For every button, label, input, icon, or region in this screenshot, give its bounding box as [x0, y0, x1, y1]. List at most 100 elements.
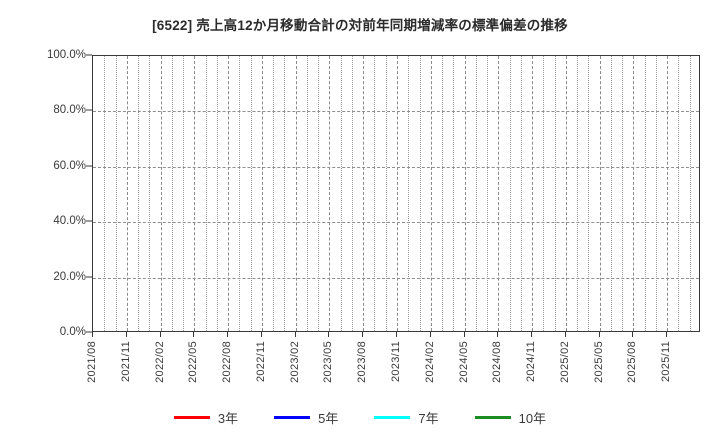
x-axis-tick-label: 2025/11 [660, 341, 673, 383]
gridline-vertical-minor [509, 56, 511, 331]
legend-item[interactable]: 7年 [374, 408, 439, 427]
y-axis-tick-label: 0.0% [59, 326, 86, 338]
gridline-vertical-major [160, 56, 162, 331]
x-axis-tick-mark [362, 332, 364, 337]
x-axis-tick-mark [260, 332, 262, 337]
x-axis-tick-label: 2023/02 [288, 341, 301, 383]
gridline-vertical-major [228, 56, 230, 331]
gridline-vertical-major [363, 56, 365, 331]
gridline-vertical-major [329, 56, 331, 331]
x-axis-tick-label: 2021/11 [119, 341, 132, 383]
gridline-vertical-minor [543, 56, 545, 331]
gridline-vertical-major [295, 56, 297, 331]
gridline-vertical-minor [385, 56, 387, 331]
x-axis-tick-mark [497, 332, 499, 337]
x-axis-tick-label: 2023/08 [356, 341, 369, 383]
gridline-vertical-minor [374, 56, 376, 331]
x-axis-tick-mark [125, 332, 127, 337]
gridline-vertical-minor [306, 56, 308, 331]
gridline-vertical-minor [284, 56, 286, 331]
gridline-vertical-minor [644, 56, 646, 331]
x-axis-tick-mark [396, 332, 397, 337]
gridline-vertical-minor [655, 56, 657, 331]
x-axis-tick-label: 2023/05 [322, 341, 335, 383]
gridline-vertical-minor [171, 56, 173, 331]
gridline-vertical-minor [419, 56, 421, 331]
gridline-horizontal [93, 277, 699, 279]
legend-item-label: 7年 [418, 411, 439, 426]
x-axis-tick-label: 2024/02 [423, 341, 436, 383]
gridline-vertical-minor [205, 56, 207, 331]
gridline-vertical-minor [689, 56, 691, 331]
legend-line-swatch [474, 416, 511, 419]
gridline-vertical-major [599, 56, 601, 331]
gridline-vertical-minor [554, 56, 556, 331]
gridline-vertical-major [464, 56, 466, 331]
y-axis-tick-label: 60.0% [53, 159, 86, 172]
gridline-vertical-minor [149, 56, 151, 331]
y-axis-tick-label: 40.0% [53, 215, 86, 228]
y-axis-tick-label: 80.0% [53, 104, 86, 117]
gridline-vertical-minor [183, 56, 185, 331]
vertical-gridlines [93, 56, 699, 331]
x-axis-tick-mark [531, 332, 533, 337]
legend-line-swatch [173, 416, 210, 419]
legend-item[interactable]: 5年 [274, 408, 338, 427]
x-axis-tick-mark [666, 332, 668, 337]
x-axis-tick-mark [294, 332, 296, 337]
gridline-vertical-major [261, 56, 263, 331]
x-axis-tick-label: 2024/08 [491, 341, 504, 383]
gridline-vertical-minor [453, 56, 455, 331]
gridline-vertical-minor [216, 56, 218, 331]
gridline-vertical-major [667, 56, 669, 331]
x-axis-tick-label: 2023/11 [390, 341, 402, 383]
gridline-vertical-major [633, 56, 635, 331]
legend-item-label: 3年 [217, 411, 239, 426]
gridline-vertical-minor [622, 56, 624, 331]
gridline-vertical-major [430, 56, 432, 331]
y-axis-tick-label: 20.0% [53, 270, 86, 283]
horizontal-gridlines [93, 56, 699, 331]
x-axis-tick-mark [193, 332, 195, 337]
gridline-vertical-minor [273, 56, 275, 331]
gridline-vertical-minor [351, 56, 353, 331]
x-axis-tick-mark [429, 332, 431, 337]
x-axis-tick-mark [564, 332, 566, 337]
x-axis-tick-mark [632, 332, 634, 337]
x-axis-tick-label: 2025/02 [558, 341, 571, 383]
gridline-vertical-major [194, 56, 196, 331]
x-axis-tick-label: 2022/11 [254, 341, 267, 383]
gridline-vertical-minor [250, 56, 252, 331]
plot-area [92, 55, 700, 332]
x-axis-tick-label: 2022/08 [221, 341, 234, 383]
x-axis-tick-mark [598, 332, 600, 337]
gridline-vertical-major [397, 56, 398, 331]
gridline-vertical-minor [588, 56, 590, 331]
gridline-vertical-minor [610, 56, 612, 331]
gridline-vertical-major [498, 56, 500, 331]
x-axis-tick-label: 2025/08 [626, 341, 639, 383]
gridline-vertical-major [532, 56, 534, 331]
gridline-vertical-minor [442, 56, 444, 331]
x-axis-tick-mark [159, 332, 161, 337]
y-axis-tick-label: 100.0% [46, 49, 86, 61]
x-axis-tick-mark [92, 332, 93, 337]
x-axis-tick-mark [328, 332, 330, 337]
gridline-horizontal [93, 111, 699, 113]
gridline-vertical-major [565, 56, 567, 331]
gridline-vertical-minor [104, 56, 106, 331]
legend-item-label: 10年 [518, 411, 547, 426]
gridline-vertical-minor [138, 56, 140, 331]
legend-item[interactable]: 3年 [173, 408, 239, 427]
legend-item[interactable]: 10年 [474, 408, 547, 427]
x-axis-tick-label: 2022/02 [153, 341, 166, 383]
x-axis-tick-label: 2022/05 [187, 341, 200, 383]
gridline-vertical-minor [115, 56, 117, 331]
x-axis-tick-label: 2024/11 [525, 341, 538, 383]
gridline-vertical-minor [577, 56, 579, 331]
gridline-vertical-minor [475, 56, 477, 331]
gridline-horizontal [93, 166, 699, 168]
gridline-vertical-minor [318, 56, 320, 331]
gridline-vertical-minor [520, 56, 522, 331]
x-axis-tick-mark [463, 332, 465, 337]
